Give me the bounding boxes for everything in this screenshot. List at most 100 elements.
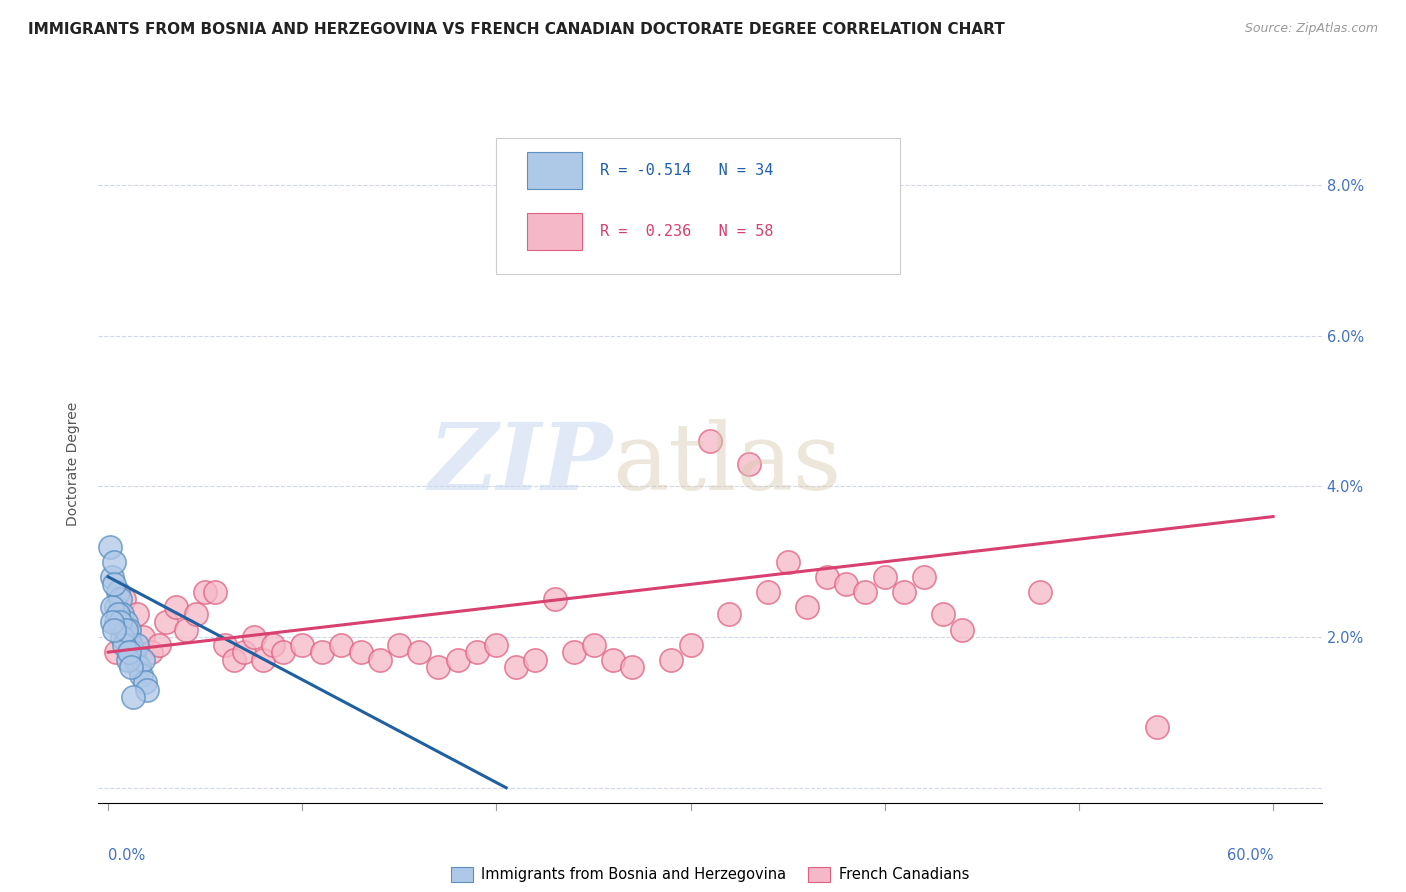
Point <box>388 638 411 652</box>
Text: IMMIGRANTS FROM BOSNIA AND HERZEGOVINA VS FRENCH CANADIAN DOCTORATE DEGREE CORRE: IMMIGRANTS FROM BOSNIA AND HERZEGOVINA V… <box>28 22 1005 37</box>
Text: atlas: atlas <box>612 419 841 508</box>
Point <box>111 607 134 622</box>
Point <box>621 660 644 674</box>
Point <box>271 645 294 659</box>
Point <box>117 630 139 644</box>
Text: ZIP: ZIP <box>427 419 612 508</box>
Point <box>853 585 876 599</box>
Point <box>912 570 935 584</box>
Point <box>204 585 226 599</box>
Point <box>427 660 450 674</box>
Point <box>505 660 527 674</box>
Point <box>101 570 124 584</box>
Point <box>98 540 121 554</box>
Point <box>368 653 391 667</box>
Point <box>699 434 721 449</box>
Point <box>1146 721 1168 735</box>
Point <box>104 615 127 629</box>
Bar <box>527 152 582 189</box>
Point <box>952 623 974 637</box>
Point <box>114 623 136 637</box>
Point <box>120 660 142 674</box>
Point <box>124 653 146 667</box>
Point <box>120 638 142 652</box>
Y-axis label: Doctorate Degree: Doctorate Degree <box>66 401 80 526</box>
Point <box>136 682 159 697</box>
Bar <box>527 213 582 251</box>
Point <box>233 645 256 659</box>
Point <box>738 457 761 471</box>
Point <box>103 623 125 637</box>
Point <box>893 585 915 599</box>
Point <box>641 246 664 260</box>
Point <box>756 585 779 599</box>
Point <box>101 599 124 614</box>
Point <box>224 653 246 667</box>
Text: R =  0.236   N = 58: R = 0.236 N = 58 <box>600 225 773 239</box>
Point <box>111 630 134 644</box>
Point <box>465 645 488 659</box>
Point <box>104 599 127 614</box>
FancyBboxPatch shape <box>496 138 900 274</box>
Point <box>128 660 150 674</box>
Point <box>108 615 131 629</box>
Text: 60.0%: 60.0% <box>1226 848 1272 863</box>
Point <box>117 623 139 637</box>
Point <box>1029 585 1052 599</box>
Point <box>659 653 682 667</box>
Point <box>485 638 508 652</box>
Point <box>311 645 333 659</box>
Point <box>118 623 141 637</box>
Point <box>132 653 155 667</box>
Point <box>114 615 136 629</box>
Text: R = -0.514   N = 34: R = -0.514 N = 34 <box>600 163 773 178</box>
Point <box>835 577 858 591</box>
Legend: Immigrants from Bosnia and Herzegovina, French Canadians: Immigrants from Bosnia and Herzegovina, … <box>444 861 976 888</box>
Point <box>112 638 135 652</box>
Point <box>582 638 605 652</box>
Text: 0.0%: 0.0% <box>108 848 145 863</box>
Point <box>122 645 145 659</box>
Point <box>127 607 149 622</box>
Point <box>718 607 741 622</box>
Point <box>103 555 125 569</box>
Point <box>155 615 177 629</box>
Point <box>932 607 955 622</box>
Point <box>446 653 468 667</box>
Point <box>524 653 547 667</box>
Point <box>108 592 131 607</box>
Point <box>132 630 155 644</box>
Point <box>112 623 135 637</box>
Point <box>134 675 156 690</box>
Point <box>776 555 799 569</box>
Point <box>679 638 702 652</box>
Point <box>129 667 152 681</box>
Point <box>194 585 217 599</box>
Point <box>408 645 430 659</box>
Point <box>120 638 142 652</box>
Point <box>112 592 135 607</box>
Point <box>349 645 371 659</box>
Point <box>174 623 197 637</box>
Point <box>127 638 149 652</box>
Point <box>107 585 129 599</box>
Point <box>330 638 353 652</box>
Point <box>101 615 124 629</box>
Point <box>796 599 818 614</box>
Text: Source: ZipAtlas.com: Source: ZipAtlas.com <box>1244 22 1378 36</box>
Point <box>117 653 139 667</box>
Point <box>104 645 127 659</box>
Point <box>122 690 145 705</box>
Point <box>148 638 170 652</box>
Point <box>873 570 896 584</box>
Point <box>562 645 585 659</box>
Point <box>214 638 236 652</box>
Point <box>107 607 129 622</box>
Point <box>815 570 838 584</box>
Point <box>252 653 274 667</box>
Point <box>242 630 264 644</box>
Point <box>165 599 187 614</box>
Point <box>262 638 284 652</box>
Point <box>291 638 314 652</box>
Point <box>139 645 162 659</box>
